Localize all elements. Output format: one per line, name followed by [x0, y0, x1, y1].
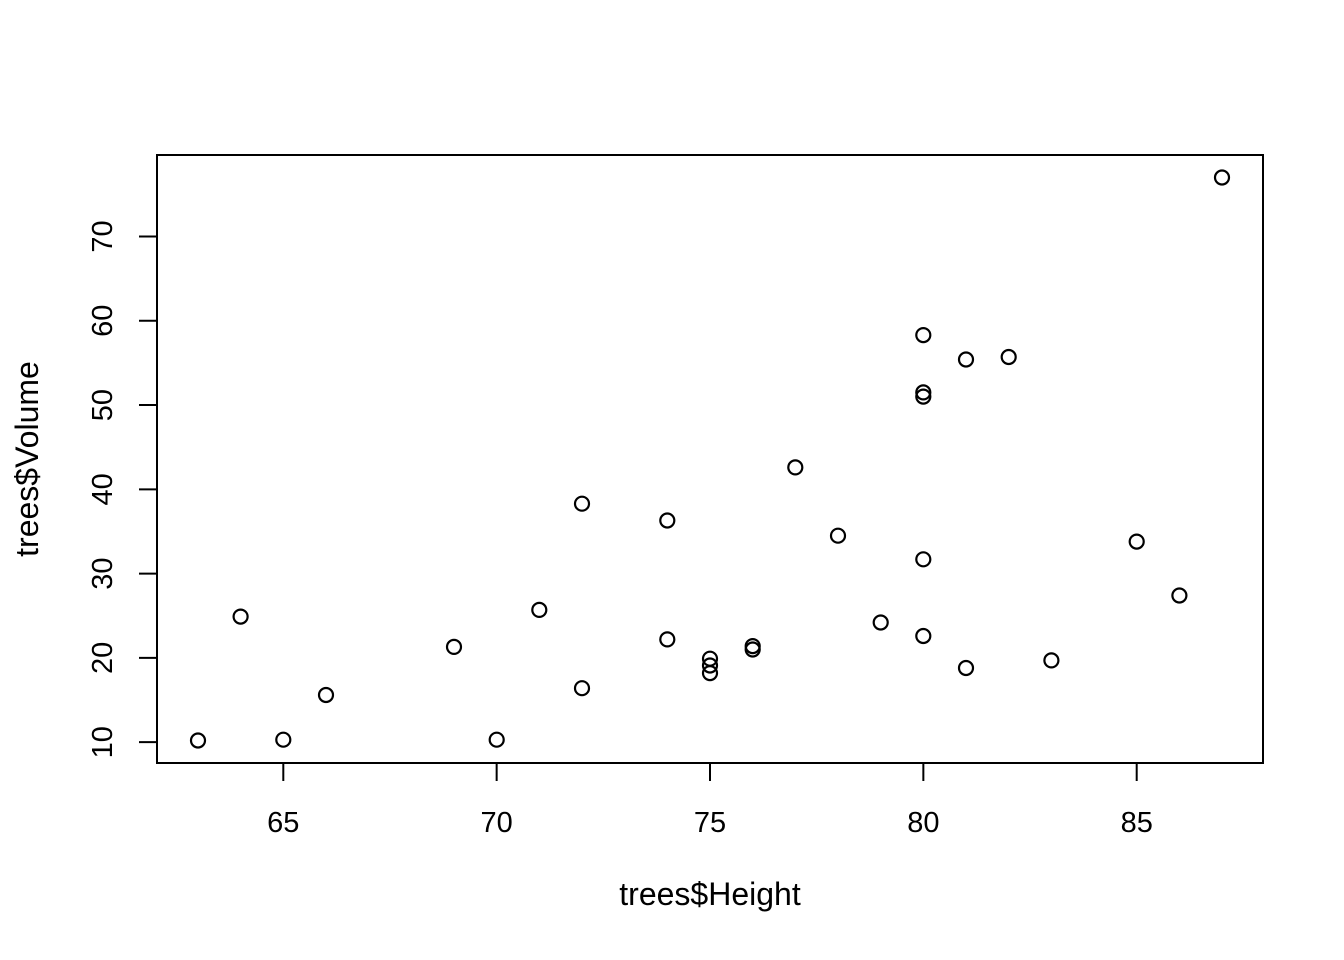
- data-point: [829, 527, 847, 544]
- data-point: [275, 731, 292, 748]
- x-tick-label: 85: [1121, 807, 1153, 839]
- data-point: [744, 637, 761, 655]
- data-point: [915, 384, 932, 401]
- x-tick-label: 80: [907, 807, 939, 839]
- x-axis-ticks: 65 70 75 80 85: [267, 763, 1153, 839]
- data-point: [1128, 533, 1145, 550]
- y-tick-label: 70: [87, 220, 119, 252]
- data-point: [659, 512, 676, 529]
- data-point: [189, 732, 207, 749]
- data-point: [573, 495, 591, 512]
- data-point: [317, 686, 335, 704]
- x-tick-label: 65: [267, 807, 299, 839]
- data-point: [957, 351, 975, 368]
- data-point: [531, 601, 548, 619]
- y-axis-title: trees$Volume: [9, 361, 45, 557]
- y-tick-label: 30: [87, 557, 119, 589]
- data-point: [915, 327, 932, 344]
- data-point: [659, 631, 676, 648]
- data-point: [488, 731, 505, 748]
- data-point: [445, 638, 463, 656]
- x-tick-label: 70: [481, 807, 513, 839]
- y-axis-ticks: 10 20 30 40 50 60 70: [87, 220, 157, 758]
- scatter-points: [189, 169, 1231, 749]
- y-tick-label: 60: [87, 305, 119, 337]
- data-point: [232, 608, 249, 625]
- x-tick-label: 75: [694, 807, 726, 839]
- data-point: [701, 650, 719, 667]
- y-tick-label: 40: [87, 473, 119, 505]
- data-point: [573, 680, 591, 697]
- data-point: [915, 627, 932, 645]
- data-point: [1213, 169, 1231, 186]
- data-point: [915, 551, 932, 568]
- data-point: [957, 659, 975, 677]
- data-point: [1000, 348, 1017, 366]
- data-point: [872, 614, 889, 631]
- x-axis-title: trees$Height: [619, 876, 801, 912]
- y-tick-label: 50: [87, 389, 119, 421]
- data-point: [1171, 587, 1188, 604]
- data-point: [1043, 652, 1060, 669]
- data-point: [915, 388, 932, 405]
- data-point: [787, 459, 804, 476]
- y-tick-label: 20: [87, 642, 119, 674]
- data-point: [701, 657, 719, 674]
- y-tick-label: 10: [87, 726, 119, 758]
